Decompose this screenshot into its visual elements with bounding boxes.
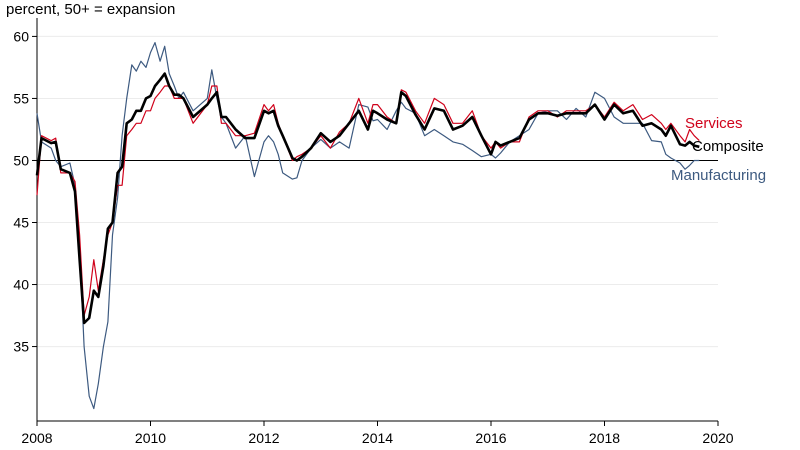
y-tick-label-55: 55 <box>13 90 29 106</box>
series-label-manufacturing: Manufacturing <box>671 167 766 184</box>
series-label-composite: Composite <box>692 138 764 155</box>
y-tick-label-45: 45 <box>13 215 29 231</box>
x-tick-label-2010: 2010 <box>135 430 166 446</box>
y-tick-label-60: 60 <box>13 28 29 44</box>
y-tick-label-40: 40 <box>13 277 29 293</box>
y-axis-label: percent, 50+ = expansion <box>6 1 176 18</box>
x-tick-label-2012: 2012 <box>248 430 279 446</box>
x-tick-label-2016: 2016 <box>475 430 506 446</box>
x-tick-label-2018: 2018 <box>589 430 620 446</box>
series-line-services <box>36 85 700 317</box>
y-tick-label-35: 35 <box>13 339 29 355</box>
y-tick-label-50: 50 <box>13 152 29 168</box>
x-tick-label-2008: 2008 <box>21 430 52 446</box>
x-tick-label-2014: 2014 <box>362 430 393 446</box>
series-line-composite <box>35 72 700 325</box>
series-label-services: Services <box>685 115 743 132</box>
x-tick-label-2020: 2020 <box>702 430 733 446</box>
series-line-manufacturing <box>36 41 700 410</box>
